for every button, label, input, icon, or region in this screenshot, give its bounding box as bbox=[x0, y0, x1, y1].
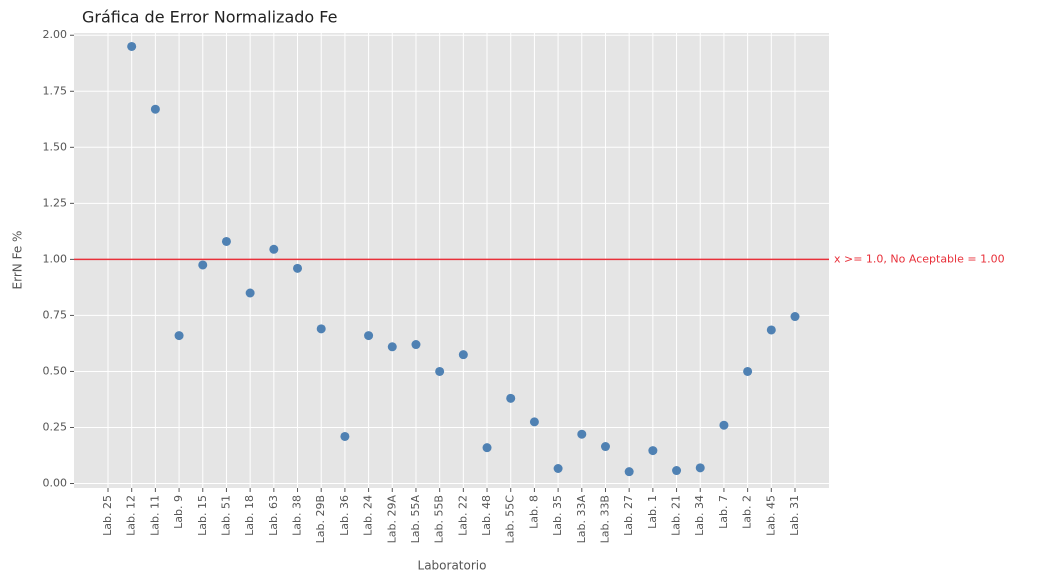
point bbox=[672, 466, 682, 476]
plot-area bbox=[74, 33, 829, 488]
x-tick-label: Lab. 15 bbox=[196, 495, 209, 536]
x-tick-label: Lab. 18 bbox=[243, 495, 256, 536]
point bbox=[600, 442, 610, 452]
point bbox=[340, 431, 350, 441]
y-tick-label: 2.00 bbox=[43, 28, 68, 41]
x-tick-label: Lab. 2 bbox=[741, 495, 754, 529]
point bbox=[553, 464, 563, 473]
x-tick-label: Lab. 11 bbox=[148, 495, 161, 536]
point bbox=[719, 420, 729, 430]
point bbox=[766, 325, 776, 335]
x-tick-label: Lab. 55A bbox=[409, 495, 422, 544]
point bbox=[127, 41, 137, 51]
x-tick-label: Lab. 38 bbox=[291, 495, 304, 536]
point bbox=[482, 443, 492, 453]
x-tick-label: Lab. 45 bbox=[764, 495, 777, 536]
point bbox=[695, 463, 705, 473]
x-tick-label: Lab. 55C bbox=[504, 495, 517, 544]
x-tick-label: Lab. 51 bbox=[219, 495, 232, 536]
y-axis-label: ErrN Fe % bbox=[11, 231, 25, 290]
x-tick-label: Lab. 55B bbox=[433, 495, 446, 543]
x-tick-label: Lab. 29A bbox=[385, 495, 398, 544]
x-tick-label: Lab. 21 bbox=[670, 495, 683, 536]
point bbox=[529, 417, 539, 427]
x-tick-label: Lab. 31 bbox=[788, 495, 801, 536]
x-tick-label: Lab. 34 bbox=[693, 495, 706, 536]
y-tick-label: 0.00 bbox=[43, 477, 68, 490]
x-axis-label: Laboratorio bbox=[418, 559, 487, 573]
x-tick-label: Lab. 36 bbox=[338, 495, 351, 536]
y-tick-label: 0.50 bbox=[43, 364, 68, 377]
point bbox=[743, 366, 753, 376]
x-tick-label: Lab. 22 bbox=[456, 495, 469, 536]
x-tick-label: Lab. 63 bbox=[267, 495, 280, 536]
x-tick-label: Lab. 48 bbox=[480, 495, 493, 536]
point bbox=[435, 366, 445, 376]
y-tick-label: 0.75 bbox=[43, 308, 68, 321]
point bbox=[269, 244, 279, 254]
x-tick-label: Lab. 9 bbox=[172, 495, 185, 529]
y-tick-label: 0.25 bbox=[43, 420, 68, 433]
y-tick-label: 1.50 bbox=[43, 140, 68, 153]
reference-label: x >= 1.0, No Aceptable = 1.00 bbox=[834, 252, 1005, 265]
x-tick-label: Lab. 33A bbox=[575, 495, 588, 544]
point bbox=[364, 331, 374, 341]
point bbox=[387, 342, 397, 352]
x-tick-label: Lab. 35 bbox=[551, 495, 564, 536]
x-tick-label: Lab. 8 bbox=[527, 495, 540, 529]
x-tick-label: Lab. 25 bbox=[101, 495, 114, 536]
x-tick-label: Lab. 29B bbox=[314, 495, 327, 543]
x-tick-label: Lab. 7 bbox=[717, 495, 730, 529]
x-tick-label: Lab. 27 bbox=[622, 495, 635, 536]
point bbox=[506, 393, 516, 403]
point bbox=[624, 467, 634, 477]
point bbox=[221, 236, 231, 246]
y-tick-label: 1.75 bbox=[43, 84, 68, 97]
point bbox=[245, 288, 255, 298]
x-tick-label: Lab. 12 bbox=[125, 495, 138, 536]
point bbox=[648, 446, 658, 456]
point bbox=[316, 324, 326, 334]
x-tick-label: Lab. 33B bbox=[598, 495, 611, 543]
y-tick-label: 1.25 bbox=[43, 196, 68, 209]
chart-title: Gráfica de Error Normalizado Fe bbox=[82, 8, 337, 27]
point bbox=[174, 331, 184, 341]
point bbox=[293, 263, 303, 273]
point bbox=[150, 104, 160, 114]
point bbox=[411, 340, 421, 350]
y-tick-label: 1.00 bbox=[43, 252, 68, 265]
point bbox=[577, 429, 587, 439]
x-tick-label: Lab. 1 bbox=[646, 495, 659, 529]
point bbox=[458, 350, 468, 360]
point bbox=[790, 312, 800, 322]
point bbox=[198, 260, 208, 270]
x-tick-label: Lab. 24 bbox=[362, 495, 375, 536]
